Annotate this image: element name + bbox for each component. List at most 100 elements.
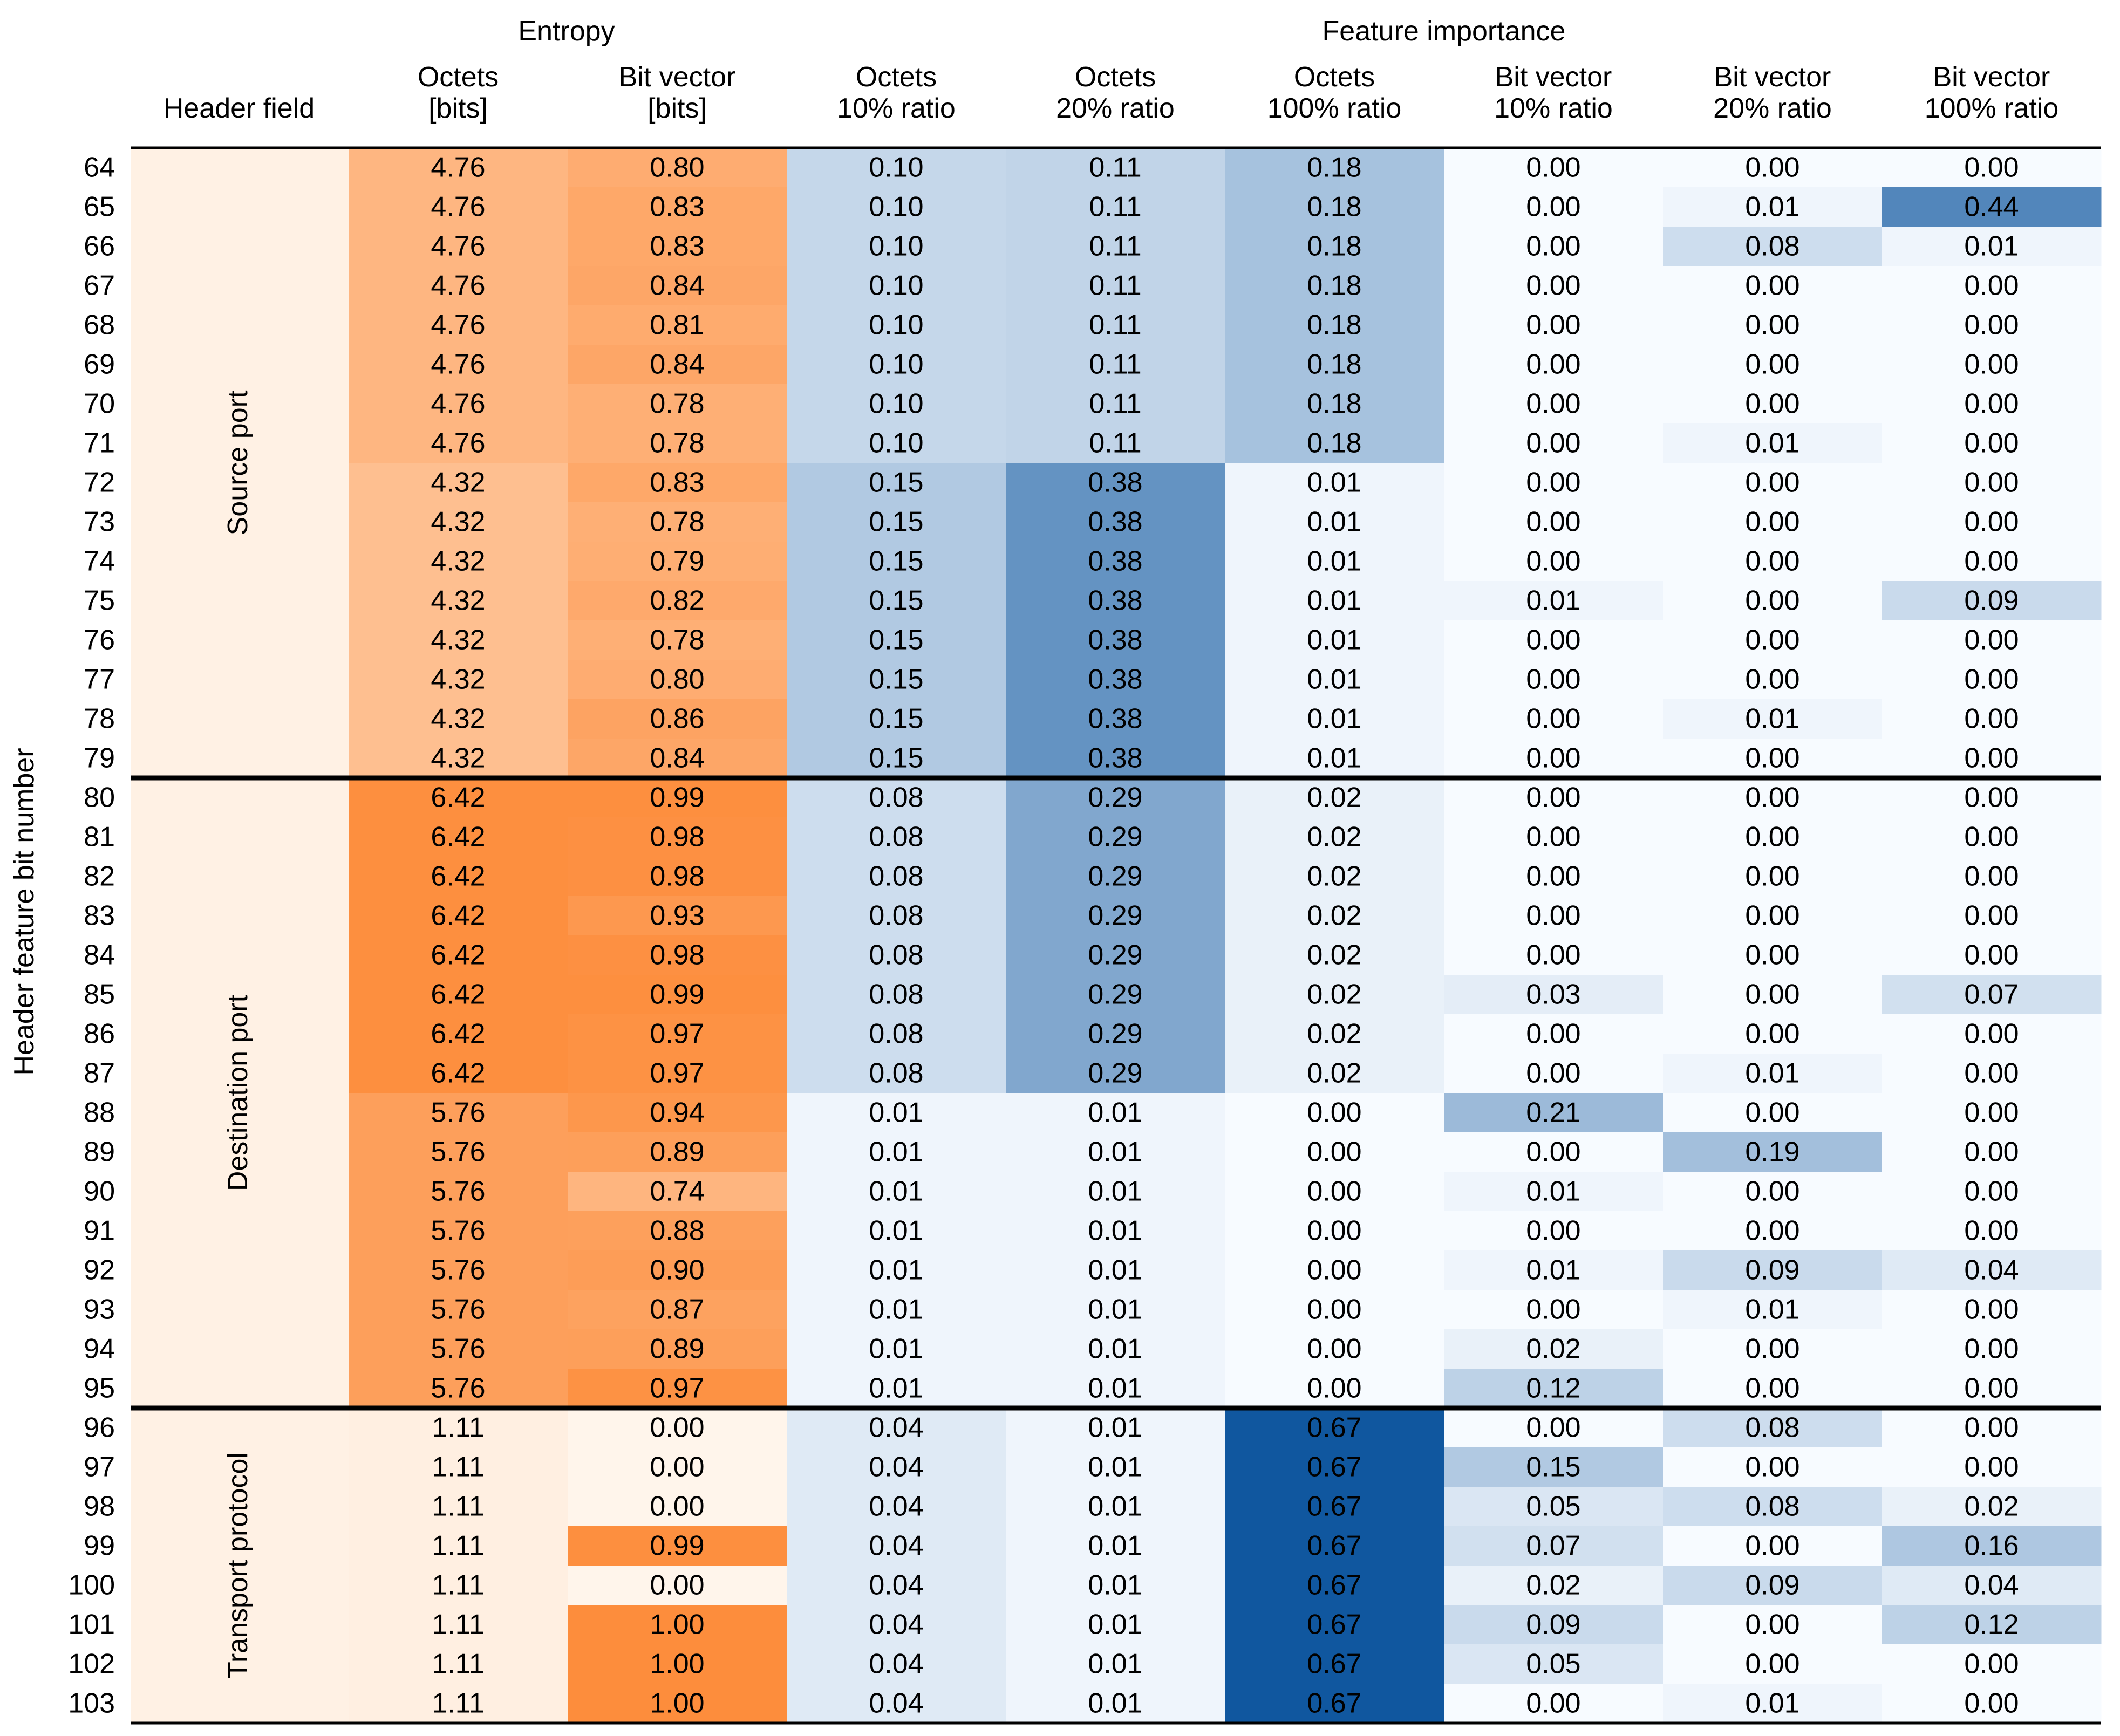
heatmap-cell xyxy=(1444,896,1664,936)
cell-value-label: 0.84 xyxy=(650,743,704,774)
heatmap-cell xyxy=(1006,1487,1225,1527)
cell-value-label: 0.00 xyxy=(1307,1137,1361,1168)
heatmap-cell xyxy=(1444,857,1664,897)
cell-value-label: 0.67 xyxy=(1307,1649,1361,1680)
row-label: 70 xyxy=(84,388,115,420)
cell-value-label: 0.97 xyxy=(650,1058,704,1089)
heatmap-cell xyxy=(1663,1132,1883,1172)
heatmap-cell xyxy=(1225,1172,1444,1212)
heatmap-cell xyxy=(1882,305,2102,345)
column-header-line1: Bit vector xyxy=(619,61,736,93)
heatmap-cell xyxy=(1663,1093,1883,1133)
cell-value-label: 0.01 xyxy=(869,1373,923,1404)
cell-value-label: 0.11 xyxy=(1089,428,1141,459)
heatmap-cell xyxy=(1663,1054,1883,1093)
cell-value-label: 0.00 xyxy=(1964,1688,2019,1719)
heatmap-cell xyxy=(1444,266,1664,306)
cell-value-label: 0.00 xyxy=(1526,1137,1580,1168)
heatmap-cell xyxy=(1882,1605,2102,1645)
cell-value-label: 0.00 xyxy=(1307,1373,1361,1404)
heatmap-cell xyxy=(568,1684,787,1724)
cell-value-label: 0.21 xyxy=(1526,1097,1580,1129)
heatmap-cell xyxy=(1882,1447,2102,1487)
cell-value-label: 0.00 xyxy=(1526,349,1580,380)
cell-value-label: 0.00 xyxy=(1964,152,2019,183)
heatmap-cell xyxy=(1006,1526,1225,1566)
cell-value-label: 0.04 xyxy=(869,1609,923,1641)
heatmap-cell xyxy=(1225,266,1444,306)
heatmap-cell xyxy=(1663,1172,1883,1212)
heatmap-cell xyxy=(1006,975,1225,1015)
heatmap-cell xyxy=(1882,1014,2102,1054)
cell-value-label: 0.01 xyxy=(1964,231,2019,262)
cell-value-label: 0.15 xyxy=(1526,1452,1580,1483)
heatmap-cell xyxy=(1225,660,1444,700)
cell-value-label: 0.00 xyxy=(1745,743,1799,774)
cell-value-label: 0.00 xyxy=(1526,467,1580,498)
heatmap-cell xyxy=(568,227,787,266)
cell-value-label: 0.09 xyxy=(1964,585,2019,617)
cell-value-label: 0.00 xyxy=(1745,1019,1799,1050)
cell-value-label: 0.44 xyxy=(1964,192,2019,223)
cell-value-label: 0.00 xyxy=(1745,1334,1799,1365)
cell-value-label: 4.32 xyxy=(431,625,485,656)
row-label: 65 xyxy=(84,192,115,223)
cell-value-label: 0.01 xyxy=(1745,1294,1799,1325)
heatmap-cell xyxy=(1006,620,1225,660)
heatmap-cell xyxy=(568,1054,787,1093)
cell-value-label: 0.00 xyxy=(1964,1334,2019,1365)
heatmap-cell xyxy=(1882,975,2102,1015)
heatmap-cell xyxy=(1225,1132,1444,1172)
cell-value-label: 1.11 xyxy=(432,1688,484,1719)
heatmap-cell xyxy=(1882,148,2102,188)
heatmap-cell xyxy=(1225,896,1444,936)
cell-value-label: 0.01 xyxy=(869,1176,923,1207)
heatmap-cell xyxy=(1663,1250,1883,1290)
heatmap-cell xyxy=(1444,384,1664,424)
cell-value-label: 1.11 xyxy=(432,1570,484,1601)
heatmap-cell xyxy=(1444,778,1664,818)
cell-value-label: 0.02 xyxy=(1307,861,1361,892)
heatmap-cell xyxy=(568,1566,787,1605)
heatmap-cell xyxy=(787,896,1006,936)
heatmap-cell xyxy=(1444,1290,1664,1330)
row-label: 79 xyxy=(84,743,115,774)
cell-value-label: 1.11 xyxy=(432,1649,484,1680)
cell-value-label: 0.00 xyxy=(650,1412,704,1444)
cell-value-label: 4.76 xyxy=(431,231,485,262)
heatmap-cell xyxy=(1882,620,2102,660)
cell-value-label: 0.00 xyxy=(1964,940,2019,971)
cell-value-label: 5.76 xyxy=(431,1334,485,1365)
cell-value-label: 1.00 xyxy=(650,1609,704,1641)
cell-value-label: 0.83 xyxy=(650,231,704,262)
heatmap-cell xyxy=(1444,581,1664,621)
row-label: 64 xyxy=(84,152,115,183)
heatmap-cell xyxy=(1006,935,1225,975)
heatmap-cell xyxy=(1882,660,2102,700)
cell-value-label: 0.11 xyxy=(1089,152,1141,183)
cell-value-label: 0.74 xyxy=(650,1176,704,1207)
heatmap-cell xyxy=(1006,778,1225,818)
cell-value-label: 5.76 xyxy=(431,1255,485,1286)
cell-value-label: 0.00 xyxy=(1745,546,1799,577)
heatmap-cell xyxy=(1444,1526,1664,1566)
cell-value-label: 0.18 xyxy=(1307,428,1361,459)
column-header-line1: Octets xyxy=(856,61,937,93)
column-header-line1: Octets xyxy=(418,61,499,93)
cell-value-label: 0.99 xyxy=(650,1530,704,1562)
cell-value-label: 0.00 xyxy=(650,1491,704,1522)
cell-value-label: 0.01 xyxy=(869,1097,923,1129)
heatmap-cell xyxy=(1006,857,1225,897)
row-label: 75 xyxy=(84,585,115,617)
cell-value-label: 0.00 xyxy=(1526,743,1580,774)
cell-value-label: 0.00 xyxy=(1307,1334,1361,1365)
heatmap-cell xyxy=(568,1408,787,1448)
cell-value-label: 0.00 xyxy=(1964,703,2019,735)
heatmap-cell xyxy=(349,1172,568,1212)
cell-value-label: 0.08 xyxy=(869,940,923,971)
column-header-line1: Octets xyxy=(1294,61,1375,93)
cell-value-label: 0.08 xyxy=(869,1058,923,1089)
cell-value-label: 4.76 xyxy=(431,270,485,302)
cell-value-label: 0.00 xyxy=(1526,664,1580,695)
